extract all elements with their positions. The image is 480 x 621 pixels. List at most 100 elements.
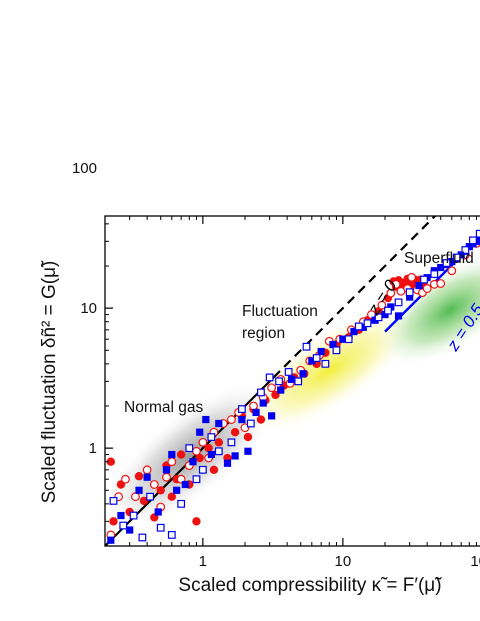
y-tick-label: 100	[72, 160, 97, 177]
normal-gas-label: Normal gas	[124, 399, 203, 416]
data-point	[469, 236, 477, 245]
data-point	[192, 446, 201, 456]
data-point	[142, 465, 152, 475]
data-point	[131, 492, 140, 502]
data-point	[246, 419, 255, 428]
y-tick-label: 1	[89, 440, 97, 457]
data-point	[230, 427, 240, 437]
data-point	[168, 450, 176, 459]
data-point	[143, 473, 151, 481]
data-point	[437, 263, 445, 272]
data-point	[312, 354, 321, 362]
superfluid-shading	[375, 252, 480, 368]
data-point	[198, 465, 207, 474]
data-point	[475, 229, 480, 238]
data-point	[321, 359, 330, 368]
data-points	[106, 229, 480, 544]
data-point	[299, 370, 307, 378]
data-point	[386, 288, 396, 298]
region-label: region	[242, 325, 285, 342]
data-point	[257, 388, 265, 397]
data-point	[243, 432, 253, 442]
data-point	[167, 531, 176, 539]
data-point	[189, 458, 197, 466]
data-point	[119, 521, 128, 530]
z0-line-dashed	[272, 216, 437, 379]
data-point	[134, 472, 144, 481]
fluctuation-label: Fluctuation	[242, 303, 318, 320]
data-point	[275, 377, 283, 386]
data-point	[302, 342, 311, 351]
data-point	[268, 412, 276, 420]
data-point	[196, 428, 204, 436]
data-point	[252, 408, 260, 417]
data-point	[415, 281, 423, 290]
data-point	[256, 415, 266, 424]
data-point	[287, 375, 296, 383]
data-point	[214, 438, 224, 447]
data-point	[162, 472, 171, 482]
data-point	[154, 508, 162, 516]
y-axis-label: Scaled fluctuation δñ² = G(μ̃)	[39, 260, 60, 503]
data-point	[231, 452, 239, 460]
data-point	[107, 536, 115, 544]
x-tick-label: 1	[199, 553, 207, 570]
data-point	[214, 447, 223, 456]
data-point	[227, 415, 236, 424]
data-point	[339, 335, 347, 343]
data-point	[109, 496, 118, 505]
data-point	[146, 492, 155, 501]
x-tick-label: 10	[335, 553, 352, 570]
data-point	[167, 492, 176, 501]
data-point	[391, 279, 401, 289]
x-tick-label: 100	[470, 553, 480, 570]
data-point	[185, 444, 194, 453]
data-point	[215, 419, 223, 428]
superfluid-label: Superfluid	[404, 250, 474, 267]
data-point	[265, 373, 274, 382]
data-point	[249, 401, 258, 411]
data-point	[204, 443, 213, 453]
y-tick-label: 10	[80, 300, 97, 317]
data-point	[198, 437, 208, 447]
data-point	[139, 496, 149, 506]
data-point	[156, 486, 165, 495]
data-point	[202, 415, 210, 424]
data-point	[294, 377, 303, 386]
data-point	[238, 415, 246, 424]
data-point	[156, 523, 165, 532]
data-point	[176, 450, 186, 459]
data-point	[394, 298, 403, 307]
data-point	[167, 457, 177, 467]
data-point	[117, 511, 125, 520]
data-point	[277, 386, 285, 394]
data-point	[422, 284, 432, 293]
data-point	[476, 235, 480, 243]
data-point	[106, 457, 115, 466]
data-point	[407, 272, 417, 282]
data-point	[374, 313, 383, 322]
data-point	[227, 438, 236, 447]
data-point	[209, 465, 219, 475]
data-point	[135, 486, 143, 494]
axis-ticks	[105, 216, 477, 546]
data-point	[420, 275, 428, 284]
data-point	[162, 466, 171, 474]
data-point	[207, 450, 215, 459]
data-point	[195, 453, 204, 463]
data-point	[405, 288, 414, 297]
data-point	[109, 517, 118, 526]
data-point	[448, 258, 456, 266]
data-point	[129, 511, 138, 520]
data-point	[332, 346, 341, 355]
data-point	[384, 306, 392, 315]
fluctuation-region-shading	[239, 304, 421, 436]
data-point	[394, 312, 403, 320]
data-point	[259, 399, 267, 407]
data-point	[363, 319, 372, 328]
data-point	[181, 480, 189, 489]
data-point	[138, 533, 147, 542]
data-point	[442, 259, 451, 267]
x-axis-label: Scaled compressibility κ̃ = F′(μ̃)	[178, 575, 442, 596]
